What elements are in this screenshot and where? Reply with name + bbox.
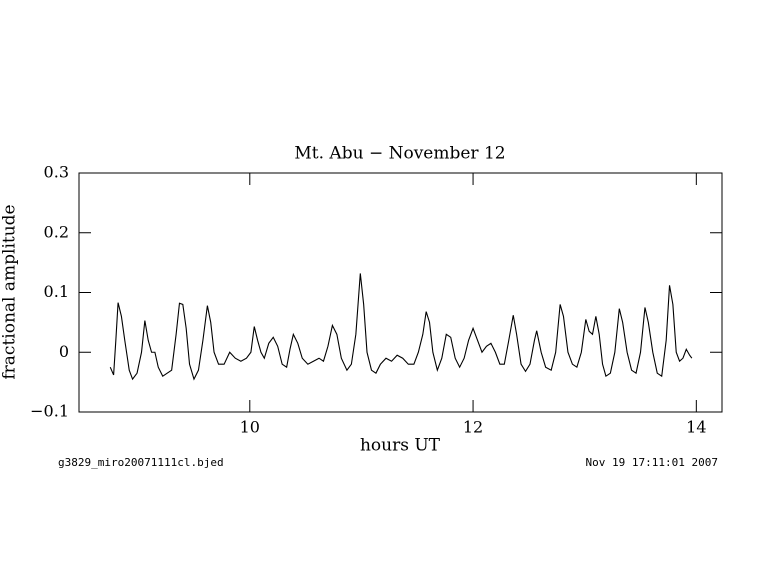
y-axis-label: fractional amplitude bbox=[0, 204, 20, 379]
y-tick-label: 0.1 bbox=[44, 282, 69, 301]
x-axis-label: hours UT bbox=[360, 436, 441, 456]
footer-left: g3829_miro20071111cl.bjed bbox=[58, 456, 224, 469]
data-line bbox=[109, 273, 693, 381]
chart-title: Mt. Abu − November 12 bbox=[294, 144, 505, 164]
y-tick-label: 0.2 bbox=[44, 222, 69, 241]
x-tick-label: 10 bbox=[240, 418, 260, 437]
y-tick-label: 0 bbox=[59, 342, 69, 361]
x-tick-label: 12 bbox=[463, 418, 483, 437]
footer-right: Nov 19 17:11:01 2007 bbox=[586, 456, 718, 469]
plot-frame bbox=[78, 172, 723, 413]
x-tick-label: 14 bbox=[686, 418, 706, 437]
y-tick-label: −0.1 bbox=[30, 402, 69, 421]
y-tick-label: 0.3 bbox=[44, 163, 69, 182]
